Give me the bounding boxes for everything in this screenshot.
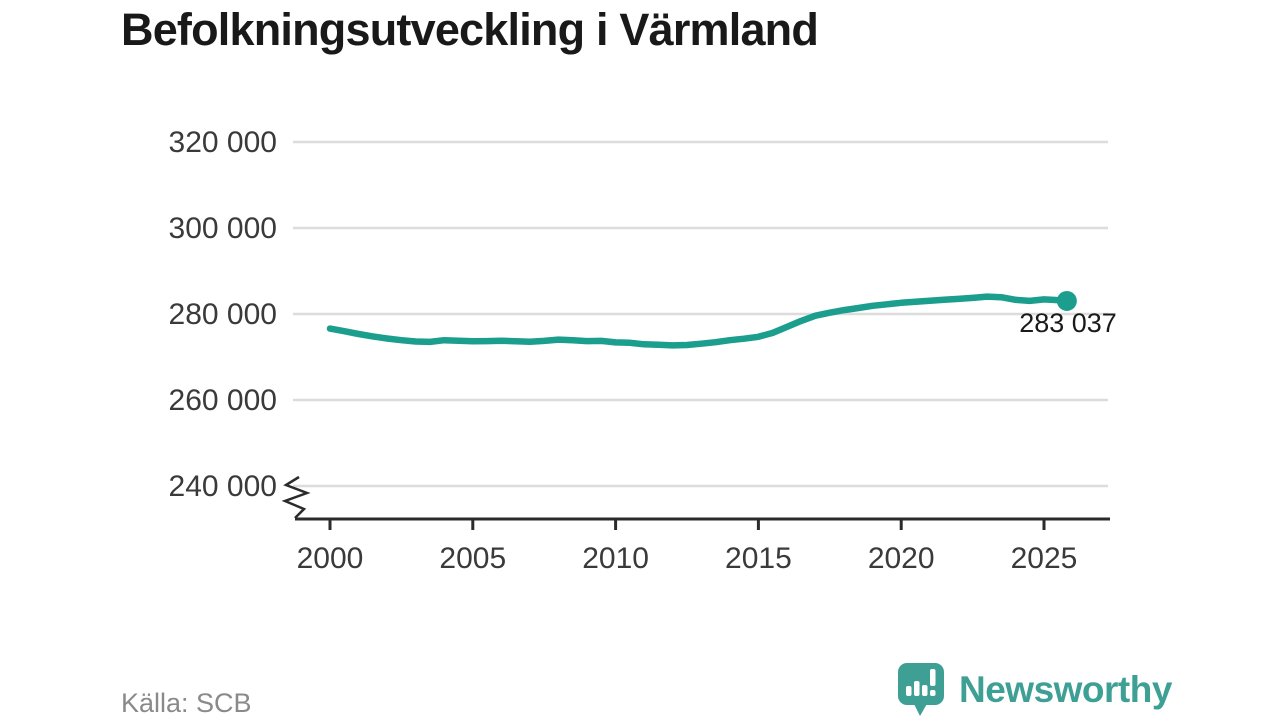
- population-line: [326, 293, 1071, 349]
- x-axis-tick-label: 2010: [582, 542, 649, 575]
- x-axis-tick-label: 2000: [297, 542, 364, 575]
- y-axis-tick-label: 280 000: [169, 298, 277, 331]
- x-axis-tick-label: 2005: [439, 542, 506, 575]
- y-axis-tick-label: 260 000: [169, 384, 277, 417]
- x-axis-tick-label: 2020: [868, 542, 935, 575]
- latest-point-marker: [1056, 290, 1077, 311]
- source-caption: Källa: SCB: [121, 688, 252, 718]
- y-axis-tick-label: 240 000: [169, 470, 277, 503]
- y-axis-tick-label: 300 000: [169, 212, 277, 245]
- y-axis-tick-label: 320 000: [169, 126, 277, 159]
- latest-value-label: 283 037: [1019, 308, 1117, 338]
- chart-title: Befolkningsutveckling i Värmland: [121, 4, 819, 55]
- newsworthy-logo: Newsworthy: [896, 662, 1172, 718]
- newsworthy-wordmark: Newsworthy: [959, 669, 1172, 710]
- x-axis-tick-label: 2025: [1011, 542, 1078, 575]
- x-axis-tick-label: 2015: [725, 542, 792, 575]
- axis-break-icon: [281, 475, 311, 519]
- newsworthy-logo-icon: [898, 663, 944, 716]
